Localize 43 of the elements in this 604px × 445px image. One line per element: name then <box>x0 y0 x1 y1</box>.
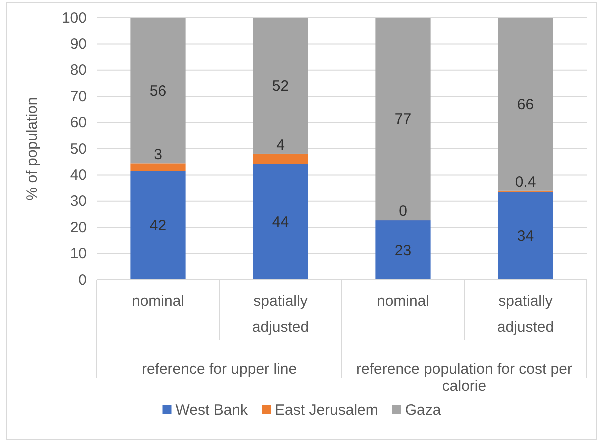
y-tick-label: 30 <box>70 193 87 210</box>
bar <box>130 18 186 164</box>
y-tick-label: 10 <box>70 246 87 263</box>
x-tick-label: spatially adjusted <box>497 293 554 336</box>
y-tick-label: 70 <box>70 88 87 106</box>
y-tick-label: 0 <box>78 272 87 289</box>
bar <box>376 18 431 220</box>
data-label: 0 <box>399 203 408 220</box>
data-label: 42 <box>150 218 167 235</box>
y-tick-label: 40 <box>70 167 87 184</box>
text: reference population for cost per calorie <box>356 361 572 395</box>
text: reference for upper line <box>142 361 298 378</box>
data-label: 44 <box>272 214 290 232</box>
data-label: 56 <box>150 82 167 100</box>
data-label: 52 <box>272 78 290 95</box>
x-tick-label: nominal <box>376 293 430 310</box>
bar <box>376 220 431 280</box>
bar <box>253 18 308 154</box>
y-tick-label: 100 <box>62 10 87 27</box>
bar <box>253 154 308 164</box>
bar <box>130 164 186 172</box>
data-label: 77 <box>394 111 412 128</box>
data-label: 66 <box>517 96 534 114</box>
data-label: 3 <box>154 146 162 164</box>
bar <box>498 192 554 280</box>
y-tick-label: 60 <box>70 114 87 132</box>
y-tick-label: 20 <box>70 219 87 236</box>
legend-label: Gaza <box>405 402 442 419</box>
x-tick-label: nominal <box>132 293 185 310</box>
data-label: 34 <box>517 228 534 245</box>
data-label: 23 <box>394 242 412 260</box>
x-tick-label: spatially adjusted <box>252 293 310 336</box>
data-label: 0.4 <box>515 174 536 191</box>
legend-label: East Jerusalem <box>275 402 378 419</box>
legend-label: West Bank <box>176 402 249 419</box>
data-label: 4 <box>276 136 285 154</box>
y-axis-title: % of population <box>24 97 41 201</box>
bar <box>253 164 308 280</box>
y-tick-label: 50 <box>70 140 87 158</box>
y-tick-label: 90 <box>70 36 87 53</box>
bar <box>498 18 554 191</box>
y-tick-label: 80 <box>70 62 87 80</box>
bar <box>130 171 186 280</box>
